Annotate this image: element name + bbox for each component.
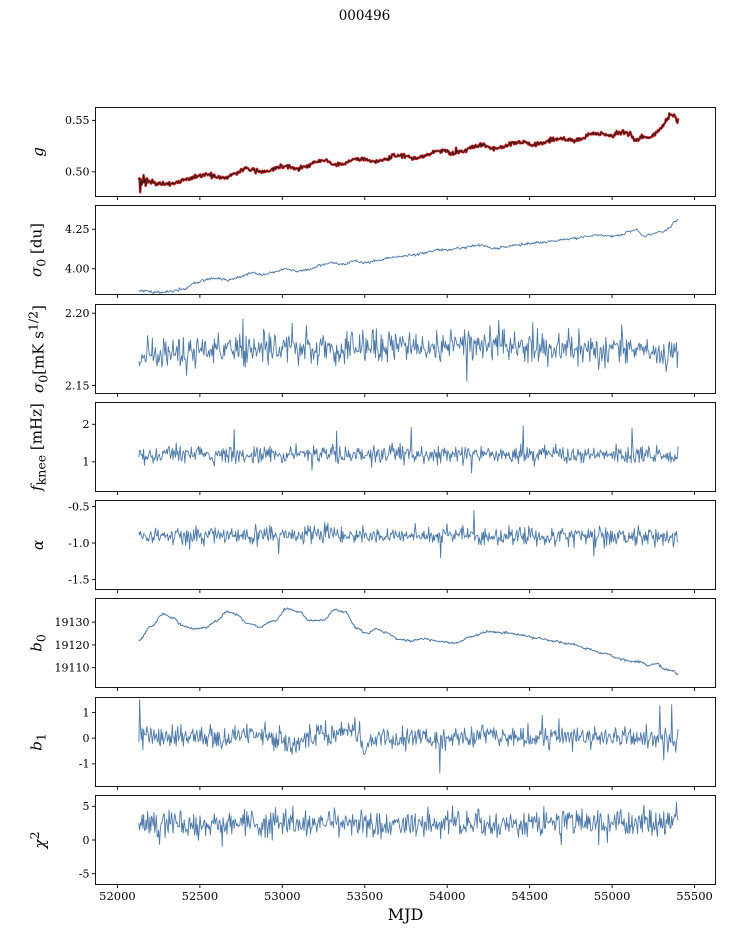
y-tick-label: 19110 [55, 662, 90, 675]
x-tick-label: 52000 [99, 889, 136, 903]
y-tick-label: 1 [83, 706, 90, 719]
y-tick-label: 19130 [55, 616, 90, 629]
y-tick-label: 1 [83, 456, 90, 469]
subplot-g-canvas: 0.50 0.55 [65, 107, 716, 200]
y-tick-label: 2.15 [65, 379, 90, 392]
x-tick-label: 54500 [511, 889, 548, 903]
series-chi2-stroke-0 [138, 801, 679, 847]
series-b0-stroke-0 [138, 607, 679, 676]
y-tick-label: 5 [83, 800, 90, 813]
axes-frame-fknee [95, 402, 716, 492]
x-tick-label: 55500 [676, 889, 713, 903]
subplot-sigma0-mk: 2.15 2.20 [50, 304, 716, 397]
y-tick-label: -5 [79, 868, 90, 881]
y-tick-label: 0 [83, 834, 90, 847]
x-tick-label: 55000 [593, 889, 631, 903]
y-tick-label: 2 [83, 418, 90, 431]
x-tick-label: 53500 [346, 889, 384, 903]
y-tick-label: 4.00 [65, 263, 90, 276]
series-g-stroke-1 [138, 112, 679, 193]
y-tick-label: 0.55 [65, 114, 90, 127]
subplot-chi2: -5 0 5 [50, 795, 716, 888]
y-tick-label: 4.25 [65, 223, 90, 236]
axes-frame-g [95, 107, 716, 197]
y-axis-label-fknee: fknee [mHz] [27, 403, 49, 491]
x-axis-label: MJD [387, 905, 424, 924]
y-tick-label: -1 [79, 758, 90, 771]
y-tick-label: 19120 [55, 639, 90, 652]
series-g-stroke-0 [137, 112, 680, 194]
y-axis-label-b0: b0 [27, 634, 49, 652]
x-tick-label: 53000 [264, 889, 301, 903]
axes-frame-b1 [95, 697, 716, 787]
y-axis-label-g: g [29, 147, 47, 157]
subplot-sigma0-mk-canvas: 2.15 2.20 [65, 304, 716, 397]
y-tick-label: 2.20 [65, 307, 90, 320]
x-tick-label: 52500 [181, 889, 219, 903]
axes-frame-chi2 [95, 795, 716, 885]
y-axis-label-chi2: χ2 [27, 831, 49, 849]
series-sigma0-mk-stroke-0 [138, 318, 679, 382]
y-axis-label-alpha: α [29, 539, 47, 551]
series-b1-stroke-0 [138, 699, 679, 774]
series-fknee-stroke-0 [138, 425, 679, 474]
y-tick-label: 0.50 [65, 166, 90, 179]
y-tick-label: -0.5 [68, 500, 89, 513]
y-tick-label: -1.0 [68, 537, 89, 550]
y-axis-label-sigma0-mk: σ0[mK s1/2] [25, 305, 51, 393]
series-sigma0-du-stroke-0 [138, 219, 679, 294]
figure-title: 000496 [338, 8, 391, 24]
subplot-g: 0.50 0.55 [50, 107, 716, 200]
subplot-b0-canvas: 19110 19120 19130 [55, 598, 716, 691]
axes-frame-sigma0-mk [95, 304, 716, 394]
subplot-alpha-canvas: -1.5 -1.0 -0.5 [68, 500, 716, 593]
axes-frame-alpha [95, 500, 716, 590]
subplot-alpha: -1.5 -1.0 -0.5 [50, 500, 716, 593]
y-tick-label: -1.5 [68, 573, 89, 586]
subplot-sigma0-du: 4.00 4.25 [50, 205, 716, 298]
subplot-b1: -1 0 1 [50, 697, 716, 790]
axes-frame-b0 [95, 598, 716, 688]
subplot-b1-canvas: -1 0 1 [79, 697, 716, 790]
subplot-sigma0-du-canvas: 4.00 4.25 [65, 205, 716, 298]
y-axis-label-b1: b1 [27, 733, 49, 751]
series-alpha-stroke-0 [138, 509, 679, 559]
y-tick-label: 0 [83, 732, 90, 745]
subplot-b0: 19110 19120 19130 [50, 598, 716, 691]
subplot-fknee-canvas: 12 [83, 402, 716, 495]
axes-frame-sigma0-du [95, 205, 716, 295]
subplot-chi2-canvas: -5 0 5 [79, 795, 716, 888]
y-axis-label-sigma0-du: σ0 [du] [27, 223, 49, 277]
x-tick-label: 54000 [428, 889, 466, 903]
